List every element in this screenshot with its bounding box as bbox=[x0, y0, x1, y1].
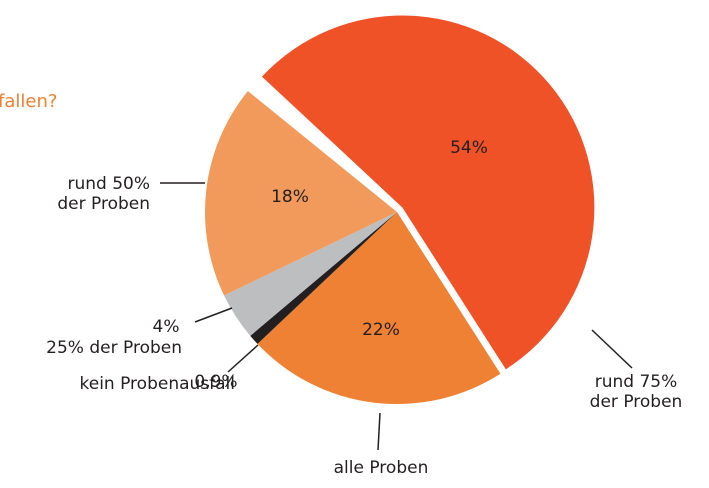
category-label: 25% der Proben bbox=[46, 338, 182, 358]
value-label: 4% bbox=[153, 317, 180, 337]
category-label: alle Proben bbox=[334, 458, 429, 478]
value-label: 18% bbox=[271, 187, 309, 207]
leader-line bbox=[591, 329, 633, 369]
leader-lines bbox=[160, 182, 633, 451]
pie bbox=[205, 15, 595, 404]
category-label: rund 50% der Proben bbox=[57, 174, 150, 214]
value-label: 54% bbox=[450, 138, 488, 158]
pie-slice bbox=[261, 15, 595, 370]
pie-slice bbox=[257, 212, 501, 404]
category-label: rund 75% der Proben bbox=[590, 372, 683, 412]
pie-slice bbox=[205, 91, 397, 296]
category-label: kein Probenausfall bbox=[80, 374, 236, 394]
pie-slice bbox=[250, 212, 397, 344]
leader-line bbox=[194, 307, 233, 323]
value-label: 0,9% bbox=[194, 372, 237, 392]
leader-line bbox=[377, 412, 381, 451]
chart-title: fallen? bbox=[0, 91, 57, 112]
pie-slice bbox=[224, 212, 397, 336]
leader-line bbox=[227, 344, 259, 373]
value-label: 22% bbox=[362, 320, 400, 340]
